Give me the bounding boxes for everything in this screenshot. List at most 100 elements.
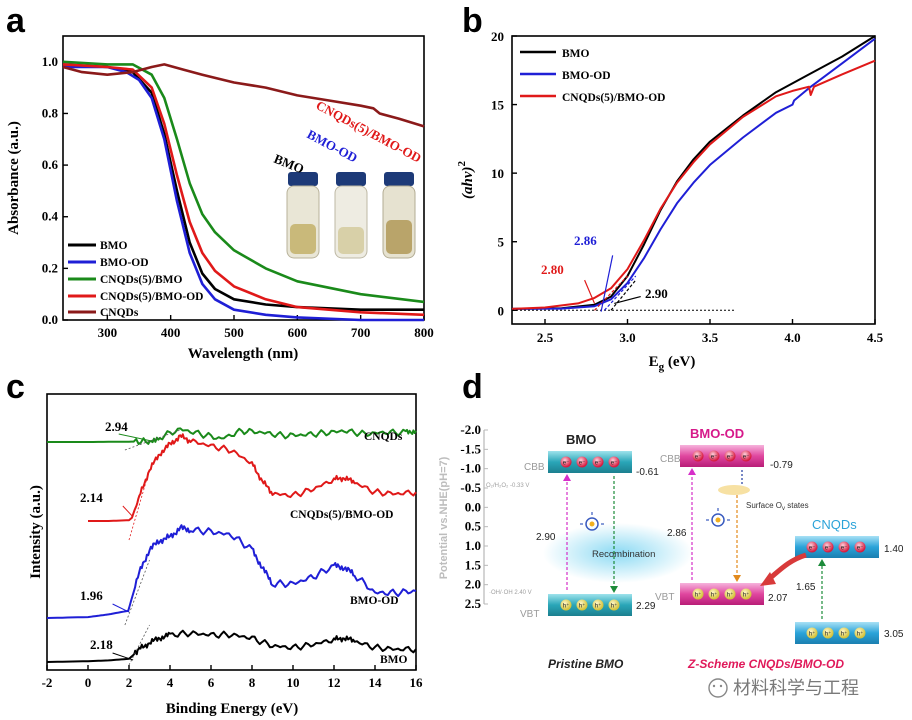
bmo-od-cb-electron-label-2: e⁻ xyxy=(727,455,734,461)
vial-cnqds-bmo-od xyxy=(382,172,416,259)
oh-label: ·OH/·OH 2.40 V xyxy=(489,590,532,596)
bmo-od-cb-electron-2 xyxy=(724,450,736,462)
panel-label-c: c xyxy=(6,368,25,406)
c-xtick-label-12: 12 xyxy=(328,675,341,690)
cnqds-excitation-arrowhead xyxy=(818,559,826,566)
bmo-od-cb-electron-0 xyxy=(692,450,704,462)
b-xtick-label-3: 3.0 xyxy=(619,330,635,345)
a-ytick-label-0.6: 0.6 xyxy=(42,157,59,172)
c-series-bmo-od xyxy=(46,524,417,619)
cnqds-cb-electron-label-2: e⁻ xyxy=(841,546,848,552)
legend-label-cnqds: CNQDs xyxy=(100,307,139,319)
bmo-cb-electron-3 xyxy=(608,456,620,468)
c-annotation-294: 2.94 xyxy=(105,419,128,434)
c-xtick-label--2: -2 xyxy=(42,675,53,690)
surface-state-glow xyxy=(718,485,750,495)
a-xtick-label-600: 600 xyxy=(288,325,308,340)
cnqds-cb-electron-2 xyxy=(838,541,850,553)
b-series-cnqds-5-bmo-od xyxy=(511,59,876,310)
bmo-recombination-arrowhead xyxy=(610,586,618,593)
panel-label-a: a xyxy=(6,2,26,40)
b-xtick-label-2.5: 2.5 xyxy=(537,330,554,345)
b-xtick-label-4.5: 4.5 xyxy=(867,330,884,345)
bmo-title: BMO xyxy=(566,432,596,447)
b-tangent-280 xyxy=(594,275,628,311)
bmo-vb-value: 2.29 xyxy=(636,601,656,612)
a-xtick-label-300: 300 xyxy=(98,325,118,340)
a-ytick-label-0.4: 0.4 xyxy=(42,209,59,224)
cnqds-cb-electron-1 xyxy=(822,541,834,553)
bmo-vb-hole-label-2: h⁺ xyxy=(595,603,602,610)
bmo-od-light-bulb-icon xyxy=(706,508,730,527)
a-xtick-label-400: 400 xyxy=(161,325,181,340)
cnqds-vb-hole-label-1: h⁺ xyxy=(825,631,832,638)
c-label-cnqds: CNQDs xyxy=(364,431,403,443)
watermark: 材料科学与工程 xyxy=(708,678,859,698)
panel-d-diagram: -2.0 -1.5 -1.0 -0.5 0.0 0.5 1.0 1.5 2.0 2.5 Poten… xyxy=(438,422,904,698)
d-tick-label-3: -0.5 xyxy=(460,480,481,495)
bmo-cb-bar xyxy=(548,451,632,473)
panel-b-chart: 2.5 3.0 3.5 4.0 4.5 0 5 10 15 20 Eg (eV) (ahν)2 B… xyxy=(456,29,884,373)
c-xtick-label-8: 8 xyxy=(249,675,256,690)
bmo-od-vbt-label: VBT xyxy=(655,592,674,603)
bmo-od-cb-value: -0.79 xyxy=(770,460,793,471)
c-tangent-composite xyxy=(128,469,150,541)
c-series-cnqds-5-bmo-od xyxy=(88,433,417,522)
bmo-vb-hole-label-1: h⁺ xyxy=(579,603,586,610)
b-arrow-290 xyxy=(614,295,641,305)
d-tick-label-4: 0.0 xyxy=(465,499,481,514)
a-series-cnqds-5-bmo-od xyxy=(62,63,425,317)
vial-bmo xyxy=(286,172,320,259)
a-series-cnqds xyxy=(62,63,425,128)
c-annotation-196: 1.96 xyxy=(80,588,103,603)
c-xtick-label-2: 2 xyxy=(126,675,133,690)
b-arrow-286 xyxy=(600,255,614,312)
bmo-od-vb-hole-label-1: h⁺ xyxy=(711,592,718,599)
bmo-od-vb-hole-2 xyxy=(724,588,736,600)
d-tick-label-6: 1.0 xyxy=(465,538,481,553)
bmo-od-vb-hole-label-3: h⁺ xyxy=(743,592,750,599)
b-xtick-label-4: 4.0 xyxy=(784,330,800,345)
bmo-gap-value: 2.90 xyxy=(536,532,556,543)
vial-bmo-od xyxy=(334,172,368,259)
a-ytick-label-0.8: 0.8 xyxy=(42,105,59,120)
bmo-cbb-label: CBB xyxy=(524,462,545,473)
bmo-cb-electron-label-3: e⁻ xyxy=(611,461,618,467)
cnqds-vb-hole-label-0: h⁺ xyxy=(809,631,816,638)
b-legend-label-bmo-od: BMO-OD xyxy=(562,70,611,82)
caption-pristine-bmo: Pristine BMO xyxy=(548,657,624,671)
cnqds-vb-hole-2 xyxy=(838,627,850,639)
legend-label-cnqds-bmo-od: CNQDs(5)/BMO-OD xyxy=(100,291,204,303)
b-series-bmo-od xyxy=(511,37,876,310)
c-arrow-294 xyxy=(118,433,152,442)
bmo-vb-hole-3 xyxy=(608,599,620,611)
c-tangent-bmo-od xyxy=(124,559,150,626)
c-series-cnqds xyxy=(47,427,417,445)
a-xtick-label-800: 800 xyxy=(414,325,434,340)
c-xtick-label-6: 6 xyxy=(208,675,215,690)
a-ytick-label-0: 0.0 xyxy=(42,312,58,327)
a-ytick-label-1: 1.0 xyxy=(42,54,58,69)
panel-a-ylabel: Absorbance (a.u.) xyxy=(6,121,22,235)
panel-c-xlabel: Binding Energy (eV) xyxy=(166,701,299,717)
cnqds-title: CNQDs xyxy=(812,517,857,532)
b-ytick-label-15: 15 xyxy=(491,98,505,113)
cnqds-cb-electron-0 xyxy=(806,541,818,553)
panel-c-frame xyxy=(46,393,417,671)
bmo-vb-bar xyxy=(548,594,632,616)
bmo-cb-electron-0 xyxy=(560,456,572,468)
panel-a-frame xyxy=(62,35,425,321)
panel-a-chart: 300 400 500 600 700 800 0.0 0.2 0.4 0.6 0.8 1.0 Wav… xyxy=(6,35,434,362)
bmo-cb-value: -0.61 xyxy=(636,467,659,478)
a-xtick-label-500: 500 xyxy=(224,325,244,340)
bmo-od-cb-bar xyxy=(680,445,764,467)
bmo-od-vb-value: 2.07 xyxy=(768,593,788,604)
b-arrow-280 xyxy=(584,279,596,304)
d-tick-label-7: 1.5 xyxy=(465,557,482,572)
bmo-vbt-label: VBT xyxy=(520,609,539,620)
vials-photo: BMO BMO-OD CNQDs(5)/BMO-OD xyxy=(272,97,424,259)
bmo-excitation-arrowhead xyxy=(563,474,571,481)
c-arrow-218 xyxy=(112,652,134,661)
d-tick-label-0: -2.0 xyxy=(460,422,481,437)
